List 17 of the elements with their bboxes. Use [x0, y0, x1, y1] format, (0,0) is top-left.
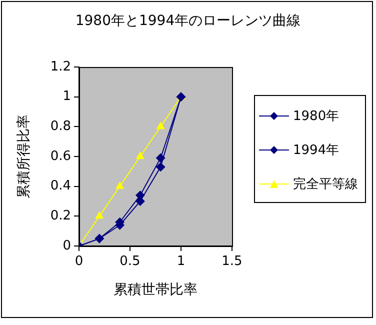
y-axis-title: 累積所得比率: [16, 114, 32, 198]
x-tick-label: 1: [176, 254, 186, 270]
legend-label: 1994年: [293, 142, 340, 160]
x-tick-label: 0.5: [120, 254, 140, 270]
y-tick-label: 0: [62, 238, 71, 254]
legend-label: 1980年: [293, 108, 340, 126]
y-tick-label: 0.8: [50, 119, 71, 134]
y-tick-label: 1.2: [50, 59, 71, 74]
x-tick-label: 0: [74, 254, 84, 270]
y-tick-label: 0.2: [50, 208, 71, 224]
x-axis-title: 累積世帯比率: [114, 282, 198, 298]
y-tick-label: 0.6: [50, 148, 71, 164]
legend-label: 完全平等線: [293, 176, 359, 194]
y-tick-label: 1: [62, 89, 71, 104]
x-tick-label: 1.5: [222, 254, 242, 270]
chart-title: 1980年と1994年のローレンツ曲線: [74, 12, 302, 30]
y-tick-label: 0.4: [50, 178, 71, 194]
